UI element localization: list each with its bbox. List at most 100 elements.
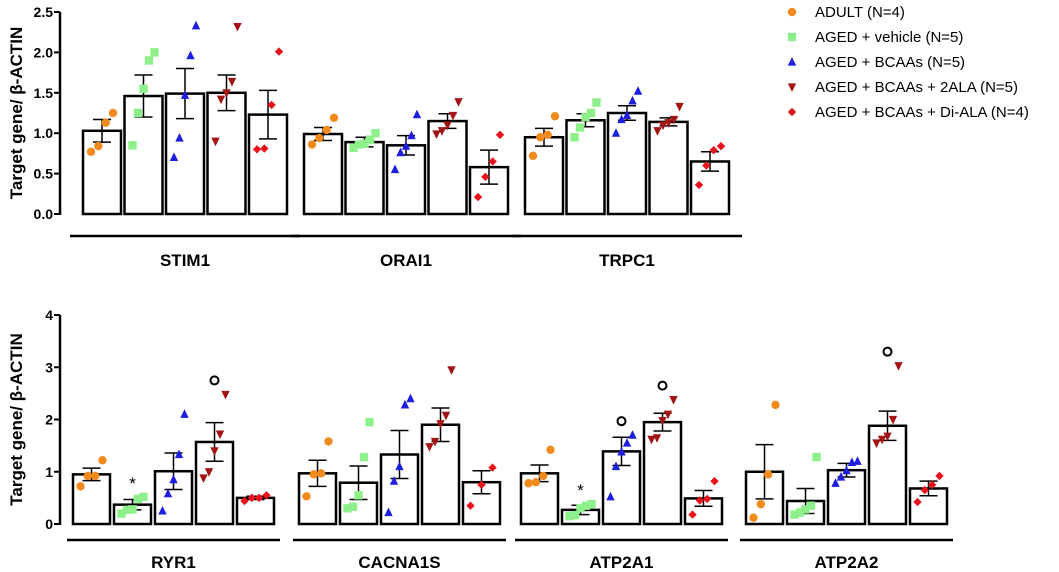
significance-asterisk: *: [577, 481, 584, 500]
data-point: [617, 446, 626, 456]
data-point: [430, 437, 440, 447]
data-point: [617, 114, 626, 124]
data-point: [675, 102, 684, 112]
data-point: [920, 485, 930, 495]
data-point: [473, 192, 483, 202]
data-point: [633, 86, 643, 95]
data-point: [688, 510, 697, 519]
bar-group-trpc1: TRPC1: [512, 86, 742, 270]
data-point: [343, 504, 352, 513]
bar-group-stim1: STIM1: [70, 20, 300, 270]
data-point: [536, 133, 545, 142]
data-point: [101, 118, 110, 127]
data-point: [90, 471, 100, 481]
data-point: [842, 465, 851, 475]
data-point: [524, 479, 533, 488]
data-point: [221, 390, 230, 400]
data-point: [531, 478, 541, 487]
data-point: [86, 147, 96, 156]
bar-group-cacna1s: CACNA1S: [293, 366, 506, 572]
data-point: [354, 491, 363, 500]
data-point: [204, 468, 214, 477]
data-point: [371, 129, 380, 138]
data-point: [349, 143, 358, 152]
data-point: [913, 497, 922, 507]
data-point: [247, 493, 257, 503]
data-point: [83, 471, 93, 481]
data-point: [702, 161, 711, 170]
data-point: [254, 493, 264, 503]
data-point: [836, 471, 846, 481]
data-point: [150, 48, 159, 57]
data-point: [653, 127, 662, 136]
data-point: [400, 399, 410, 409]
data-point: [222, 89, 231, 98]
data-point: [329, 113, 339, 123]
data-point: [749, 513, 758, 522]
data-point: [322, 125, 331, 135]
y-tick-label: 1: [45, 464, 53, 480]
legend-item: ADULT (N=4): [787, 4, 905, 21]
data-point: [406, 393, 415, 403]
data-point: [550, 112, 560, 121]
data-point: [437, 127, 447, 136]
data-point: [395, 461, 404, 471]
data-point: [581, 112, 590, 122]
legend-label: AGED + BCAAs + 2ALA (N=5): [815, 79, 1018, 96]
data-point: [360, 139, 369, 148]
data-point: [133, 494, 143, 504]
bar: [81, 129, 123, 216]
significance-circle: [616, 416, 627, 427]
data-point: [365, 135, 375, 144]
data-point: [695, 496, 705, 505]
data-point: [528, 151, 538, 161]
y-tick-label: 1.5: [34, 85, 54, 101]
group-label: ATP2A1: [590, 553, 654, 572]
bar-group-ryr1: * RYR1: [67, 375, 280, 572]
legend-label: AGED + vehicle (N=5): [815, 29, 963, 46]
y-tick-label: 0.0: [34, 206, 54, 222]
data-point: [606, 491, 615, 501]
data-point: [669, 115, 679, 125]
y-tick-label: 2.0: [34, 44, 54, 60]
data-point: [389, 476, 399, 485]
legend-label: AGED + BCAAs + Di-ALA (N=4): [815, 104, 1029, 121]
data-point: [488, 463, 497, 472]
significance-circle: [657, 380, 668, 391]
bar: [427, 119, 468, 216]
data-point: [628, 430, 637, 439]
data-point: [888, 415, 898, 425]
data-point: [570, 133, 579, 142]
data-point: [883, 432, 892, 442]
data-point: [812, 452, 821, 462]
bar-group-atp2a2: ATP2A2: [740, 346, 953, 572]
data-point: [186, 50, 195, 60]
data-point: [233, 22, 242, 32]
bar-group-orai1: ORAI1: [291, 98, 521, 270]
data-point: [611, 461, 621, 471]
group-label: RYR1: [151, 553, 196, 572]
data-point: [309, 470, 319, 479]
data-point: [240, 496, 249, 506]
data-point: [694, 180, 704, 190]
data-point: [663, 410, 673, 420]
data-point: [128, 141, 137, 150]
data-point: [128, 505, 137, 514]
data-point: [262, 491, 271, 500]
data-point: [227, 77, 237, 87]
bar: [606, 111, 648, 216]
data-point: [441, 411, 451, 421]
data-point: [396, 147, 405, 157]
data-point: [215, 430, 225, 440]
y-tick-label: 2: [45, 412, 53, 428]
bottom-bar-groups: * RYR1 CACNA1S * ATP2A1 ATP2A2: [67, 346, 953, 572]
data-point: [543, 130, 552, 140]
data-point: [436, 420, 445, 429]
data-point: [407, 130, 416, 140]
data-point: [274, 47, 284, 56]
data-point: [210, 447, 219, 456]
bar-group-atp2a1: * ATP2A1: [515, 380, 728, 572]
bar: [385, 144, 427, 216]
y-tick-label: 2.5: [34, 4, 54, 20]
data-point: [795, 508, 805, 517]
